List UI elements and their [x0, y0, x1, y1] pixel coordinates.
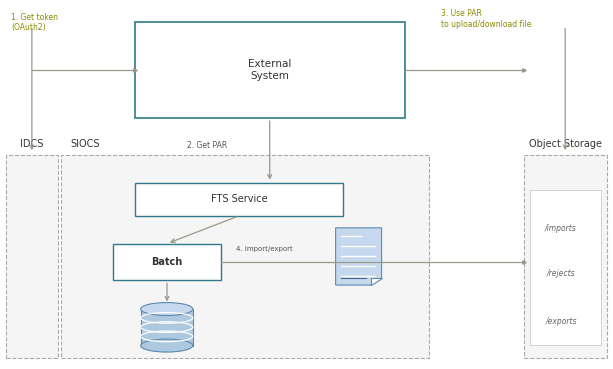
FancyBboxPatch shape [530, 190, 601, 345]
Text: IDCS: IDCS [20, 139, 44, 149]
Text: /rejects: /rejects [547, 269, 575, 277]
Ellipse shape [141, 339, 193, 352]
FancyBboxPatch shape [61, 155, 429, 358]
FancyBboxPatch shape [113, 244, 221, 280]
Text: 4. import/export: 4. import/export [236, 246, 293, 252]
Text: SIOCS: SIOCS [70, 139, 100, 149]
Ellipse shape [141, 303, 193, 315]
FancyBboxPatch shape [135, 22, 405, 118]
PathPatch shape [336, 228, 381, 285]
Text: 3. Use PAR
to upload/download file: 3. Use PAR to upload/download file [441, 9, 531, 29]
Text: Batch: Batch [151, 257, 183, 267]
FancyBboxPatch shape [524, 155, 607, 358]
Text: 1. Get token
(OAuth2): 1. Get token (OAuth2) [11, 13, 58, 32]
Text: 2. Get PAR: 2. Get PAR [187, 141, 227, 150]
Text: FTS Service: FTS Service [211, 194, 267, 204]
Text: External
System: External System [248, 59, 291, 81]
Text: /exports: /exports [545, 317, 577, 325]
FancyBboxPatch shape [6, 155, 58, 358]
Text: /imports: /imports [545, 224, 577, 233]
FancyBboxPatch shape [135, 183, 343, 216]
Text: Object Storage: Object Storage [529, 139, 602, 149]
FancyBboxPatch shape [141, 309, 192, 345]
PathPatch shape [370, 279, 381, 285]
